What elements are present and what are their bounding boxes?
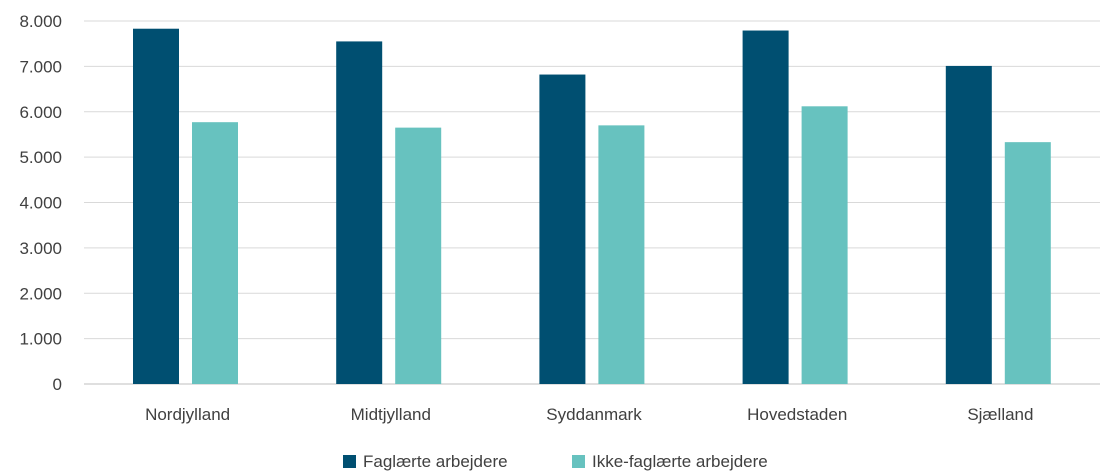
bar-ikke-faglaerte-4 — [1004, 142, 1051, 384]
bar-ikke-faglaerte-1 — [395, 127, 442, 384]
bar-faglaerte-3 — [742, 30, 789, 385]
legend: Faglærte arbejdere Ikke-faglærte arbejder… — [343, 452, 768, 471]
y-tick-label: 4.000 — [19, 194, 62, 213]
bar-ikke-faglaerte-0 — [192, 122, 238, 384]
bar-ikke-faglaerte-2 — [598, 125, 645, 385]
y-tick-label: 8.000 — [19, 12, 62, 31]
x-axis: Nordjylland Midtjylland Syddanmark Hovedsta… — [145, 405, 1033, 424]
legend-label: Ikke-faglærte arbejdere — [592, 452, 768, 471]
y-tick-label: 1.000 — [19, 330, 62, 349]
bar-faglaerte-1 — [336, 41, 383, 384]
y-tick-label: 6.000 — [19, 103, 62, 122]
x-tick-label: Syddanmark — [546, 405, 642, 424]
y-tick-label: 3.000 — [19, 239, 62, 258]
y-tick-label: 0 — [53, 375, 62, 394]
gridlines — [84, 20, 1100, 385]
y-tick-label: 5.000 — [19, 148, 62, 167]
legend-label: Faglærte arbejdere — [363, 452, 508, 471]
legend-swatch — [343, 455, 356, 468]
x-tick-label: Hovedstaden — [747, 405, 847, 424]
x-tick-label: Nordjylland — [145, 405, 230, 424]
bar-faglaerte-2 — [539, 74, 586, 384]
x-tick-label: Sjælland — [967, 405, 1033, 424]
legend-swatch — [572, 455, 585, 468]
bar-ikke-faglaerte-3 — [801, 106, 848, 385]
x-tick-label: Midtjylland — [351, 405, 431, 424]
bars — [133, 28, 1051, 385]
bar-faglaerte-0 — [133, 28, 179, 385]
y-axis: 0 1.000 2.000 3.000 4.000 5.000 6.000 7.000 8.00… — [19, 12, 62, 394]
y-tick-label: 2.000 — [19, 284, 62, 303]
y-tick-label: 7.000 — [19, 57, 62, 76]
bar-faglaerte-4 — [945, 65, 992, 384]
